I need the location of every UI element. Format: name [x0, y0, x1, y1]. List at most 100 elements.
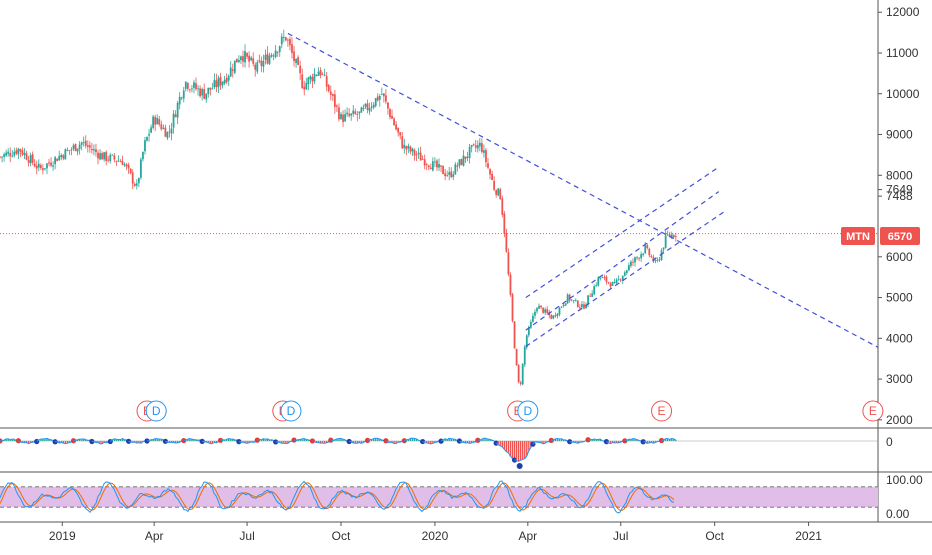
- candle-body: [550, 315, 552, 319]
- candle: [403, 139, 405, 154]
- candle: [105, 150, 107, 165]
- trendlines[interactable]: [288, 33, 878, 347]
- trendline-channel-middle[interactable]: [526, 192, 719, 331]
- candle-body: [130, 169, 132, 173]
- candle-body: [373, 105, 375, 108]
- candle-body: [614, 282, 616, 283]
- event-markers[interactable]: EDEDEDEE: [137, 401, 883, 421]
- candle: [318, 67, 320, 76]
- candle-body: [487, 163, 489, 167]
- candle: [448, 167, 450, 180]
- candle-body: [69, 150, 71, 151]
- candle-body: [393, 119, 395, 125]
- dividend-event-marker[interactable]: D: [281, 401, 301, 421]
- candle-body: [577, 301, 579, 307]
- trendline-descending-resistance[interactable]: [288, 33, 878, 347]
- candle: [442, 165, 444, 174]
- candle: [173, 110, 175, 134]
- candle: [383, 93, 385, 102]
- candle-body: [115, 161, 117, 162]
- candle-body: [146, 137, 148, 141]
- candle-body: [17, 149, 19, 154]
- candle-body: [324, 75, 326, 76]
- candle: [220, 73, 222, 90]
- candle-body: [428, 166, 430, 168]
- candle: [291, 37, 293, 58]
- candle-body: [675, 236, 677, 237]
- candle: [542, 307, 544, 313]
- osc-line: [221, 440, 223, 441]
- candle-body: [42, 168, 44, 170]
- candle: [303, 81, 305, 96]
- candle-body: [118, 161, 120, 162]
- candle: [66, 147, 68, 151]
- osc-line: [243, 442, 245, 443]
- candle: [299, 61, 301, 80]
- candle: [224, 76, 226, 85]
- candle: [201, 87, 203, 100]
- osc-line: [139, 443, 141, 444]
- candle: [91, 143, 93, 154]
- candle-body: [275, 51, 277, 58]
- candle: [334, 90, 336, 114]
- candle: [222, 81, 224, 88]
- candle: [577, 300, 579, 308]
- candle-body: [122, 161, 124, 165]
- candle-body: [514, 321, 516, 348]
- candle: [179, 92, 181, 109]
- candle-body: [169, 131, 171, 132]
- candle: [667, 230, 669, 236]
- dividend-event-marker[interactable]: D: [146, 401, 166, 421]
- candle: [34, 159, 36, 167]
- candle-body: [461, 159, 463, 165]
- candle-body: [640, 254, 642, 258]
- candle: [463, 150, 465, 167]
- candle-body: [518, 365, 520, 382]
- candle: [456, 162, 458, 171]
- candle: [599, 278, 601, 281]
- candle-body: [314, 74, 316, 82]
- candle: [273, 53, 275, 60]
- candle-body: [181, 98, 183, 99]
- candle-body: [7, 152, 9, 154]
- price-axis[interactable]: 1200011000100009000800076497488600050004…: [878, 5, 923, 521]
- candle-body: [71, 149, 73, 150]
- candle-body: [1, 157, 3, 158]
- candle-body: [269, 56, 271, 64]
- candle: [314, 68, 316, 84]
- candle-body: [228, 76, 230, 81]
- earnings-event-marker[interactable]: E: [863, 401, 883, 421]
- trendline-channel-lower[interactable]: [526, 212, 724, 347]
- candle-body: [11, 156, 13, 157]
- candle-body: [330, 91, 332, 94]
- candle: [465, 156, 467, 162]
- candle-body: [597, 278, 599, 286]
- candle: [295, 58, 297, 68]
- stoch-y-tick-label: 0.00: [886, 507, 910, 521]
- candle: [552, 315, 554, 319]
- candle: [365, 103, 367, 109]
- candle: [606, 275, 608, 284]
- candle: [297, 55, 299, 65]
- earnings-event-marker[interactable]: E: [652, 401, 672, 421]
- candle: [512, 293, 514, 323]
- candle-body: [285, 37, 287, 40]
- osc-line: [84, 439, 86, 440]
- candle: [428, 165, 430, 171]
- x-tick-label: Jul: [239, 529, 254, 543]
- candle-body: [369, 108, 371, 111]
- candle: [405, 146, 407, 156]
- candle-body: [628, 265, 630, 270]
- osc-line: [427, 443, 429, 444]
- candle: [7, 148, 9, 156]
- dividend-event-marker[interactable]: D: [518, 401, 538, 421]
- candle-body: [659, 259, 661, 260]
- candle: [358, 111, 360, 119]
- candle-body: [40, 165, 42, 168]
- stoch-band: [0, 487, 878, 507]
- candle: [252, 52, 254, 66]
- candle: [28, 156, 30, 167]
